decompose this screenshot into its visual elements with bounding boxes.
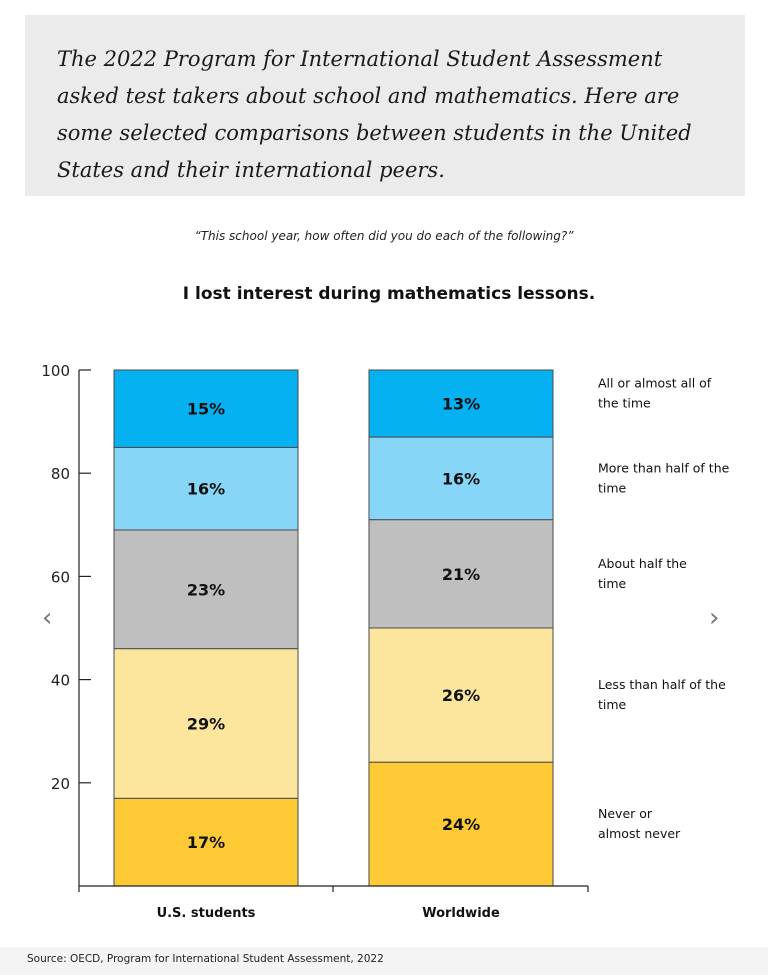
bar-segment [368, 761, 554, 887]
legend-entry: Less than half of the [598, 677, 726, 692]
data-label: 26% [442, 686, 480, 705]
bar-segment [113, 648, 299, 799]
data-label: 13% [442, 395, 480, 414]
y-tick-label: 40 [51, 672, 70, 690]
legend-entry: More than half of the [598, 460, 730, 475]
legend-entry: time [598, 576, 627, 591]
data-label: 16% [187, 480, 225, 499]
legend-entry: time [598, 697, 627, 712]
legend-entry: All or almost all of [598, 376, 712, 391]
intro-box: The 2022 Program for International Stude… [25, 15, 745, 196]
data-label: 23% [187, 580, 225, 599]
intro-text: The 2022 Program for International Stude… [57, 47, 692, 182]
data-label: 24% [442, 815, 480, 834]
data-label: 29% [187, 714, 225, 733]
y-tick-label: 80 [51, 465, 70, 483]
bar-segment [368, 627, 554, 763]
legend-entry: Never or [598, 806, 653, 821]
data-label: 21% [442, 565, 480, 584]
bar-segment [113, 797, 299, 887]
bar-segment [113, 529, 299, 650]
bar-segment [368, 519, 554, 629]
survey-question: “This school year, how often did you do … [194, 229, 574, 243]
legend-entry: time [598, 480, 627, 495]
legend-entry: the time [598, 396, 651, 411]
y-tick-label: 60 [51, 568, 70, 586]
bar-segment [113, 369, 299, 448]
chart-title: I lost interest during mathematics lesso… [182, 284, 596, 304]
next-chart-button[interactable]: › [709, 603, 720, 633]
bar-segment [368, 369, 554, 438]
x-tick-label: Worldwide [422, 906, 500, 921]
bar-segment [368, 436, 554, 521]
y-tick-label: 20 [51, 775, 70, 793]
x-tick-label: U.S. students [157, 906, 256, 921]
data-label: 16% [442, 469, 480, 488]
previous-chart-button[interactable]: ‹ [42, 603, 53, 633]
source-bar: Source: OECD, Program for International … [0, 947, 768, 975]
legend-entry: About half the [598, 556, 687, 571]
legend-entry: almost never [598, 826, 681, 841]
data-label: 17% [187, 833, 225, 852]
bar-segment [113, 446, 299, 531]
source-note: Source: OECD, Program for International … [27, 953, 384, 965]
data-label: 15% [187, 400, 225, 419]
y-tick-label: 100 [41, 362, 70, 380]
